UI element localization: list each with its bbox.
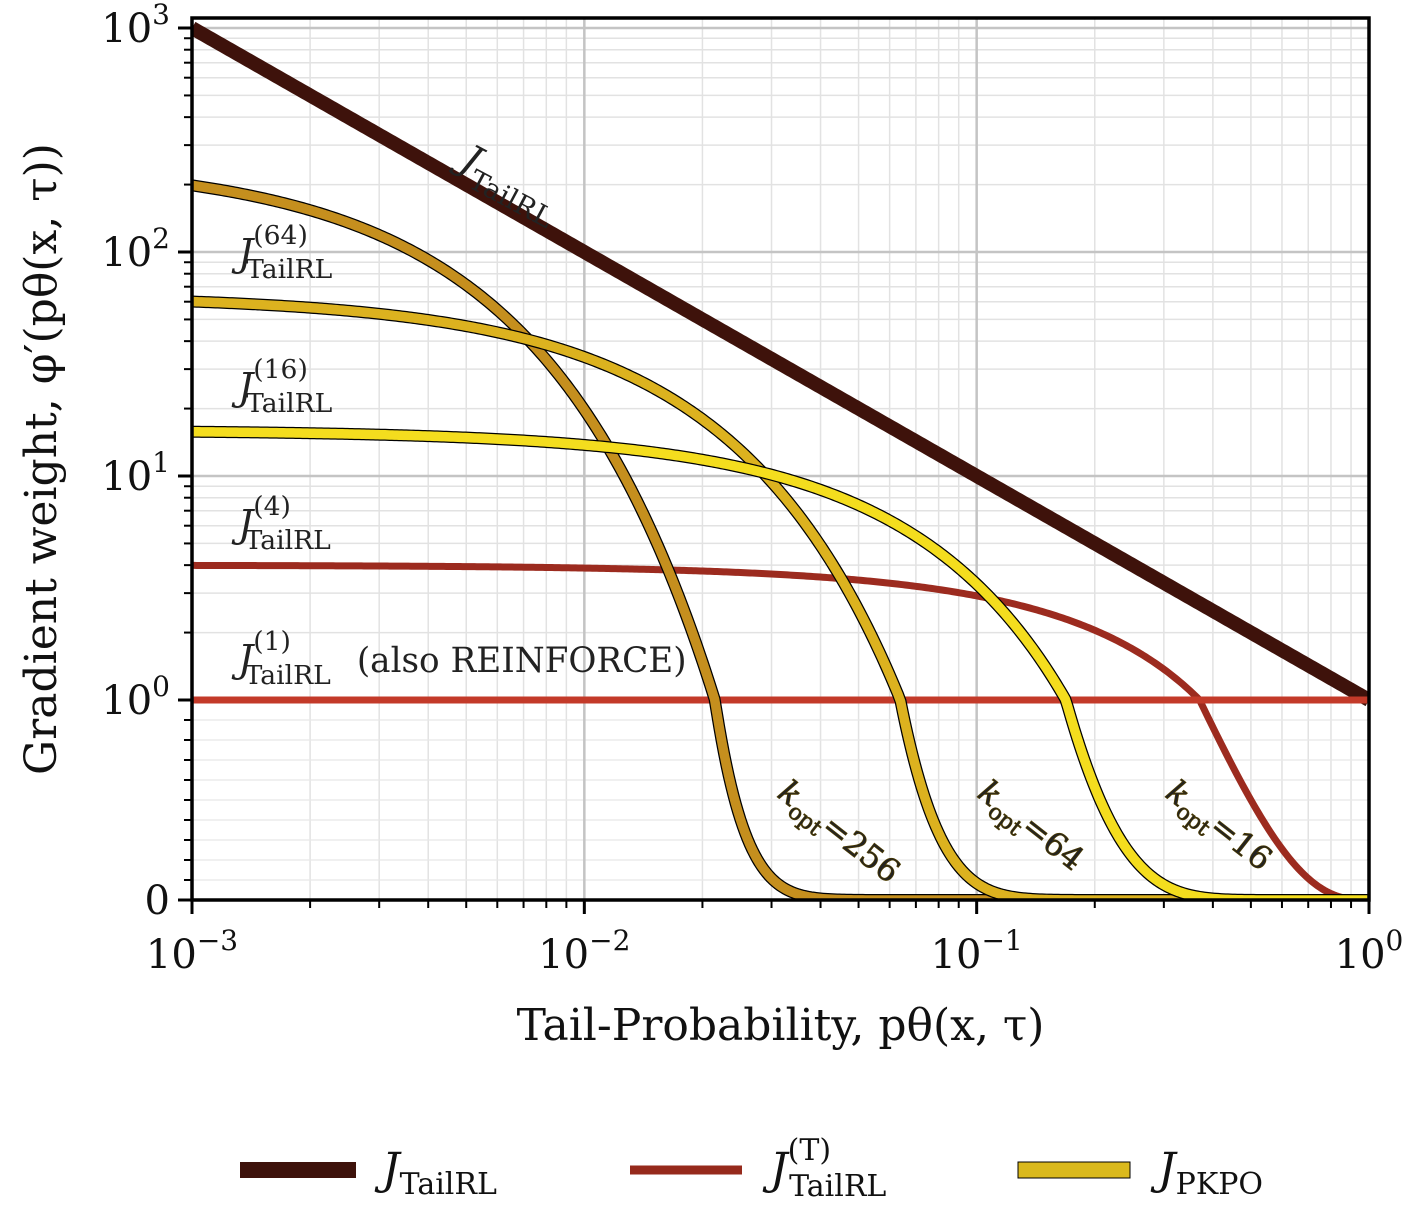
label-j-tailrl-64: J(64) TailRL: [231, 220, 333, 285]
series-j-tailrl-line: [192, 21, 1369, 707]
x-axis-title: Tail-Probability, pθ(x, τ): [517, 1000, 1045, 1051]
axis-ticks: [178, 26, 1371, 914]
legend-item-pkpo: JPKPO: [1017, 1144, 1263, 1202]
label-kopt-16: kopt=16: [1155, 772, 1280, 882]
series-j-tailrl-t4: [192, 561, 1369, 900]
svg-text:J(64)TailRL: J(64) TailRL: [231, 220, 333, 285]
legend-label: JPKPO: [1150, 1144, 1263, 1202]
y-tick-label: 101: [101, 446, 170, 500]
label-j-tailrl-1: J(1) TailRL (also REINFORCE): [231, 626, 687, 691]
svg-text:J(1)TailRL(also REINFORCE): J(1) TailRL (also REINFORCE): [231, 626, 687, 691]
svg-text:kopt=16: kopt=16: [1155, 772, 1279, 882]
y-tick-label: 100: [101, 670, 170, 724]
series-j-pkpo-k64-line: [192, 296, 1369, 900]
plot-frame: [190, 16, 1371, 902]
label-j-tailrl-4: J(4) TailRL: [231, 491, 331, 556]
series-layer: [192, 21, 1369, 900]
axis-titles: Tail-Probability, pθ(x, τ) Gradient weigh…: [16, 143, 1044, 1051]
x-tick-label: 10−2: [538, 924, 630, 978]
svg-text:J(4)TailRL: J(4) TailRL: [231, 491, 331, 556]
series-j-pkpo-k256: [192, 179, 1369, 900]
x-tick-label: 10−1: [931, 924, 1023, 978]
series-j-tailrl-t4-line: [192, 561, 1369, 900]
series-j-pkpo-k64: [192, 295, 1369, 900]
svg-text:J(16)TailRL: J(16) TailRL: [231, 354, 333, 419]
svg-text:kopt=256: kopt=256: [767, 772, 907, 895]
series-j-pkpo-k16: [192, 425, 1369, 900]
series-j-pkpo-k256-line: [192, 180, 1369, 900]
svg-text:kopt=64: kopt=64: [967, 772, 1091, 882]
label-j-tailrl-16: J(16) TailRL: [231, 354, 333, 419]
legend: JTailRL J(T) TailRL JPKPO: [240, 1133, 1263, 1204]
label-kopt-64: kopt=64: [967, 772, 1092, 882]
legend-label: J(T) TailRL: [762, 1133, 886, 1204]
legend-item-tailrl: JTailRL: [240, 1144, 497, 1202]
y-tick-label: 0: [145, 878, 170, 924]
x-tick-label: 100: [1335, 924, 1404, 978]
y-axis-title: Gradient weight, φ′(pθ(x, τ)): [16, 143, 67, 775]
y-tick-label: 102: [101, 222, 170, 276]
grid: [190, 18, 1371, 902]
tick-labels: 10−3 10−2 10−1 100 0 100 101 102 103: [101, 0, 1403, 978]
legend-label: JTailRL: [374, 1144, 497, 1202]
series-j-tailrl: [192, 21, 1369, 707]
y-tick-label: 103: [101, 0, 170, 52]
label-kopt-256: kopt=256: [767, 772, 908, 895]
legend-swatch: [1017, 1161, 1131, 1179]
series-j-pkpo-k16-line: [192, 426, 1369, 900]
x-tick-label: 10−3: [146, 924, 238, 978]
legend-item-tailrl_t: J(T) TailRL: [630, 1133, 886, 1204]
